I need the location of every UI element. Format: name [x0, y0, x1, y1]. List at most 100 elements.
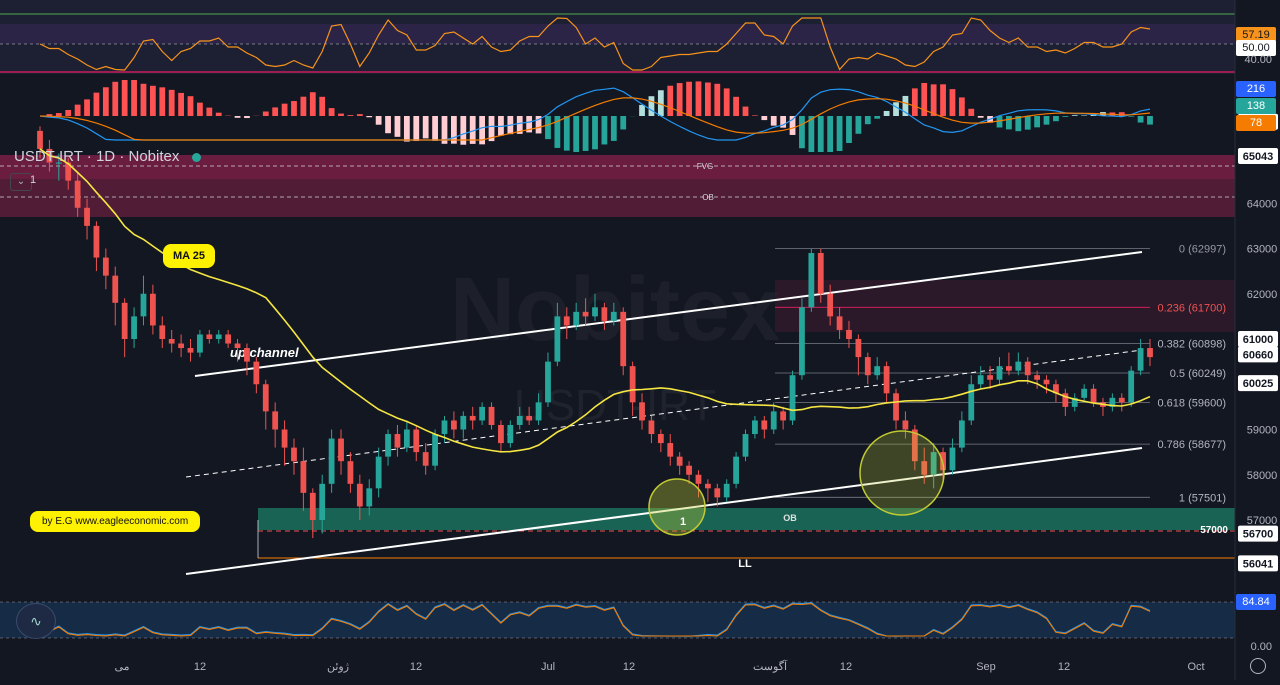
rsi-tag-low: 40.00 [1244, 54, 1272, 66]
candle-body [300, 461, 306, 493]
macd-bar [686, 82, 692, 116]
macd-bar [206, 108, 212, 116]
candle-body [987, 375, 993, 380]
time-tick: 12 [840, 661, 852, 673]
candle-body [319, 484, 325, 520]
candle-body [846, 330, 852, 339]
price-tick: 62000 [1247, 289, 1278, 301]
macd-bar [159, 87, 165, 116]
chevron-toggle-icon[interactable]: ⌄ [10, 173, 32, 191]
macd-bar [1053, 116, 1059, 121]
macd-bar [743, 107, 749, 116]
macd-bar [978, 116, 984, 118]
time-tick: 12 [410, 661, 422, 673]
candle-body [724, 484, 730, 498]
candle-body [310, 493, 316, 520]
fvg-label: FVG [697, 162, 713, 171]
candle-body [1044, 380, 1050, 385]
candle-body [667, 443, 673, 457]
macd-bar [667, 86, 673, 116]
macd-bar [1025, 116, 1031, 130]
fib-label: 0.236 (61700) [1158, 302, 1227, 314]
candle-body [423, 452, 429, 466]
macd-bar [56, 113, 62, 116]
macd-bar [1044, 116, 1050, 125]
highlight-circle-1 [649, 479, 705, 535]
price-tick: 57000 [1247, 515, 1278, 527]
macd-bar [564, 116, 570, 151]
candle-body [188, 348, 194, 353]
exchange: Nobitex [129, 148, 180, 165]
candle-body [122, 303, 128, 339]
macd-bar [376, 116, 382, 125]
macd-bar [808, 116, 814, 152]
candle-body [1091, 389, 1097, 403]
macd-bar [874, 116, 880, 119]
candle-body [413, 430, 419, 453]
macd-bar [197, 103, 203, 116]
candle-body [743, 434, 749, 457]
candle-body [1006, 366, 1012, 371]
candle-body [620, 312, 626, 366]
settings-gear-icon[interactable] [1250, 658, 1266, 674]
stoch-tag-1: 84.84 [1236, 594, 1276, 610]
candle-body [37, 131, 43, 149]
candle-body [790, 375, 796, 420]
stoch-tag-2: 0.00 [1251, 641, 1272, 653]
candle-body [808, 253, 814, 307]
fib-label: 0.382 (60898) [1158, 339, 1227, 351]
time-tick: 12 [1058, 661, 1070, 673]
price-tag: 60025 [1243, 378, 1274, 390]
rsi-band [0, 24, 1235, 44]
ma-callout: MA 25 [163, 244, 215, 268]
price-tick: 64000 [1247, 198, 1278, 210]
candle-body [112, 276, 118, 303]
macd-bar [950, 89, 956, 116]
time-tick: Oct [1187, 661, 1204, 673]
candle-body [677, 457, 683, 466]
candle-body [649, 420, 655, 434]
macd-bar [348, 115, 354, 116]
candle-body [1128, 371, 1134, 403]
candle-body [338, 439, 344, 462]
candle-body [997, 366, 1003, 380]
candle-body [1015, 362, 1021, 371]
symbol-legend[interactable]: USDT-IRT · 1D · Nobitex [14, 148, 201, 165]
candle-body [780, 411, 786, 420]
macd-bar [385, 116, 391, 133]
ob-bottom-label: OB [783, 513, 797, 523]
macd-bar [263, 112, 269, 116]
macd-bar [310, 92, 316, 116]
macd-bar [912, 88, 918, 116]
macd-bar [1006, 116, 1012, 129]
candle-body [686, 466, 692, 475]
macd-bar [573, 116, 579, 152]
macd-bar [940, 84, 946, 116]
macd-bar [282, 104, 288, 116]
macd-bar [1034, 116, 1040, 127]
symbol-name: USDT-IRT [14, 148, 83, 165]
macd-bar [696, 81, 702, 116]
candle-body [404, 430, 410, 448]
macd-bar [188, 96, 194, 116]
credit-callout: by E.G www.eagleeconomic.com [30, 511, 200, 532]
macd-bar [432, 116, 438, 141]
macd-bar [366, 116, 372, 117]
candle-body [714, 488, 720, 497]
candle-body [978, 375, 984, 384]
price-axis[interactable]: 6400063000620005900058000570006500065800… [1238, 114, 1278, 572]
macd-bar [291, 101, 297, 116]
candle-body [395, 434, 401, 448]
candle-body [197, 334, 203, 352]
level-57000-label: 57000 [1200, 525, 1228, 536]
logo-icon[interactable]: ∿ [16, 603, 56, 639]
candle-body [639, 402, 645, 420]
candle-body [761, 420, 767, 429]
price-tag: 56700 [1243, 529, 1274, 541]
macd-bar [620, 116, 626, 129]
price-tag: 65043 [1243, 151, 1274, 163]
macd-bar [611, 116, 617, 141]
